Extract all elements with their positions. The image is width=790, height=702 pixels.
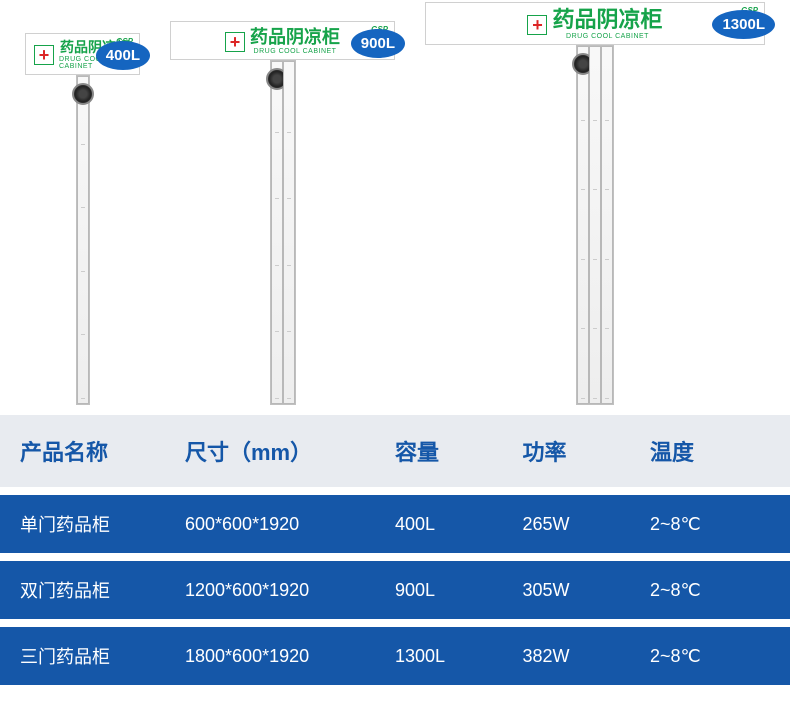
cell-power: 305W	[523, 580, 651, 601]
door	[589, 46, 601, 404]
cell-size: 600*600*1920	[185, 514, 395, 535]
cabinet-body	[76, 75, 90, 405]
cell-capacity: 1300L	[395, 646, 523, 667]
medical-cross-icon	[225, 32, 245, 52]
cabinet-title: 药品阴凉柜 DRUG COOL CABINET	[552, 9, 662, 40]
medical-cross-icon	[527, 15, 547, 35]
table-header: 产品名称 尺寸（mm） 容量 功率 温度	[0, 415, 790, 487]
cabinet-triple-door: 1300L 药品阴凉柜 DRUG COOL CABINET GSP	[425, 2, 765, 405]
cell-name: 单门药品柜	[20, 511, 185, 537]
cabinet-title: 药品阴凉柜 DRUG COOL CABINET	[250, 28, 340, 55]
cabinet-single-door: 400L 药品阴凉柜 DRUG COOL CABINET GSP	[25, 33, 140, 405]
fan-icon	[72, 83, 94, 105]
cabinet-double-door: 900L 药品阴凉柜 DRUG COOL CABINET GSP	[170, 21, 395, 405]
spec-table: 产品名称 尺寸（mm） 容量 功率 温度 单门药品柜 600*600*1920 …	[0, 415, 790, 702]
cabinet-title-cn: 药品阴凉柜	[552, 9, 662, 31]
door	[601, 46, 613, 404]
door	[77, 76, 89, 404]
cell-capacity: 900L	[395, 580, 523, 601]
table-row: 双门药品柜 1200*600*1920 900L 305W 2~8℃	[0, 561, 790, 619]
col-header-size: 尺寸（mm）	[185, 435, 395, 467]
door	[271, 61, 283, 404]
cell-size: 1800*600*1920	[185, 646, 395, 667]
cell-name: 三门药品柜	[20, 643, 185, 669]
cell-temp: 2~8℃	[650, 514, 770, 535]
door	[283, 61, 295, 404]
door	[577, 46, 589, 404]
col-header-power: 功率	[523, 435, 651, 467]
cabinet-title-en: DRUG COOL CABINET	[566, 33, 649, 40]
cell-name: 双门药品柜	[20, 577, 185, 603]
cell-capacity: 400L	[395, 514, 523, 535]
table-row: 单门药品柜 600*600*1920 400L 265W 2~8℃	[0, 495, 790, 553]
cell-power: 265W	[523, 514, 651, 535]
capacity-badge-1300: 1300L	[712, 10, 775, 39]
cabinet-title-cn: 药品阴凉柜	[250, 28, 340, 46]
cabinet-body	[270, 60, 296, 405]
cabinet-title-en: DRUG COOL CABINET	[254, 48, 337, 55]
col-header-temp: 温度	[650, 435, 770, 467]
cell-temp: 2~8℃	[650, 646, 770, 667]
cabinet-body	[576, 45, 614, 405]
col-header-capacity: 容量	[395, 435, 523, 467]
capacity-badge-900: 900L	[351, 29, 405, 58]
medical-cross-icon	[34, 45, 54, 65]
cell-power: 382W	[523, 646, 651, 667]
cell-temp: 2~8℃	[650, 580, 770, 601]
table-row: 三门药品柜 1800*600*1920 1300L 382W 2~8℃	[0, 627, 790, 685]
page-container: 400L 药品阴凉柜 DRUG COOL CABINET GSP	[0, 0, 790, 702]
capacity-badge-400: 400L	[96, 41, 150, 70]
cell-size: 1200*600*1920	[185, 580, 395, 601]
products-area: 400L 药品阴凉柜 DRUG COOL CABINET GSP	[0, 0, 790, 415]
col-header-name: 产品名称	[20, 435, 185, 467]
